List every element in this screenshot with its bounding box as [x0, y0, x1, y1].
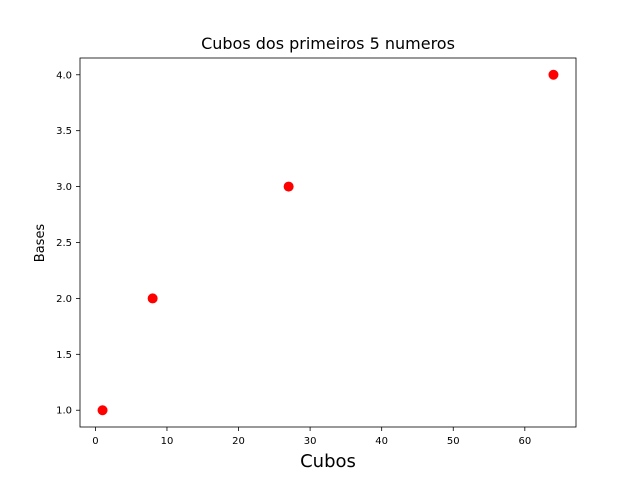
y-tick-label: 4.0: [56, 70, 72, 81]
x-axis-label: Cubos: [300, 451, 356, 472]
x-tick-label: 10: [161, 436, 174, 447]
x-tick-label: 20: [232, 436, 245, 447]
y-tick-label: 1.0: [56, 406, 72, 417]
y-tick-label: 3.5: [56, 126, 72, 137]
plot-area: 0 10 20 30 40 50 60 1.0 1.5 2.0 2.5 3.0 3.5 4.0: [56, 57, 577, 447]
y-axis-label: Bases: [33, 224, 48, 263]
axes-frame: [79, 57, 577, 428]
x-tick-label: 30: [304, 436, 317, 447]
x-tick-label: 60: [518, 436, 531, 447]
y-tick-label: 2.5: [56, 238, 72, 249]
data-point: [548, 69, 559, 80]
data-point: [97, 405, 108, 416]
y-tick-label: 1.5: [56, 350, 72, 361]
x-tick-label: 40: [375, 436, 388, 447]
x-tick-label: 0: [92, 436, 98, 447]
chart-title: Cubos dos primeiros 5 numeros: [201, 34, 455, 53]
x-tick-label: 50: [447, 436, 460, 447]
y-tick-label: 3.0: [56, 182, 72, 193]
y-tick-label: 2.0: [56, 294, 72, 305]
data-point: [283, 181, 294, 192]
data-point: [147, 293, 158, 304]
